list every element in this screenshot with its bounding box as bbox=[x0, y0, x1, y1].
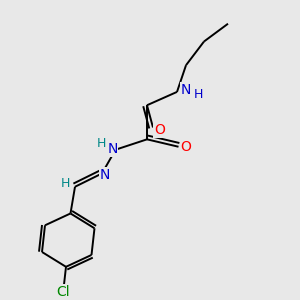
Text: O: O bbox=[181, 140, 191, 154]
Text: N: N bbox=[100, 168, 110, 182]
Text: O: O bbox=[154, 123, 165, 137]
Text: H: H bbox=[193, 88, 203, 101]
Text: N: N bbox=[180, 82, 190, 97]
Text: H: H bbox=[96, 137, 106, 150]
Text: N: N bbox=[107, 142, 118, 156]
Text: Cl: Cl bbox=[56, 285, 70, 299]
Text: H: H bbox=[61, 177, 70, 190]
